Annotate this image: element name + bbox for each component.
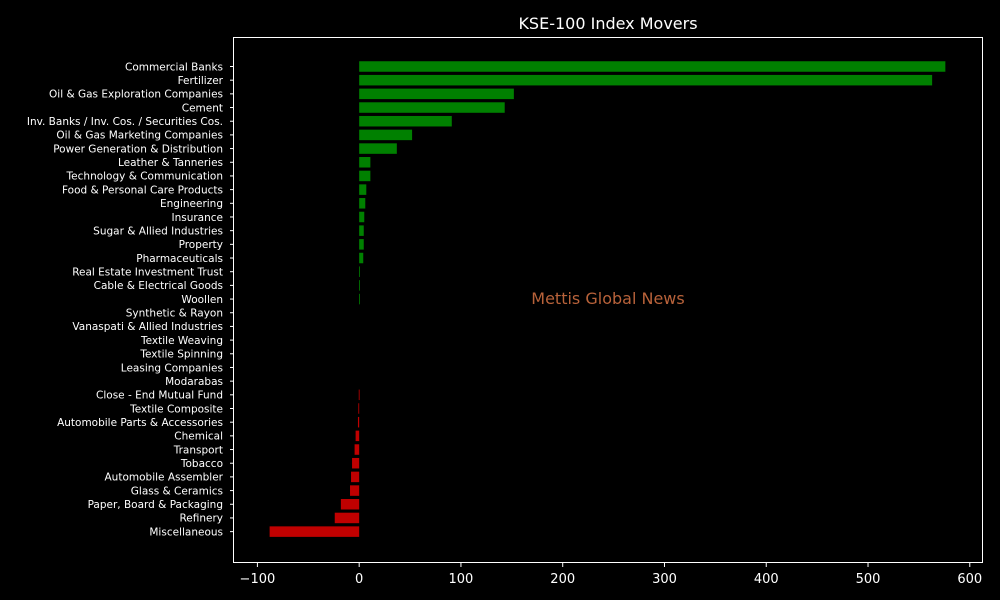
x-tick-label: −100 (240, 572, 276, 587)
bar-woollen (359, 293, 360, 305)
bar-real-estate-investment-trust (359, 266, 360, 277)
bar-pharmaceuticals (359, 252, 364, 264)
y-tick-labels: Commercial Banks Fertilizer Oil & Gas Expl… (27, 61, 234, 538)
bar-insurance (359, 211, 365, 223)
bar-transport (354, 444, 360, 455)
bar-technology-communication (359, 170, 371, 182)
bar-cable-electrical-goods (359, 280, 360, 291)
y-tick-label-real-estate-investment-trust: Real Estate Investment Trust (72, 267, 223, 279)
x-tick-label: 300 (652, 572, 677, 587)
bar-power-generation-distribution (359, 143, 397, 154)
bar-automobile-assembler (351, 471, 360, 483)
y-tick-label-automobile-parts-accessories: Automobile Parts & Accessories (57, 417, 223, 429)
bar-fertilizer (359, 74, 933, 86)
bar-engineering (359, 198, 366, 209)
y-tick-label-fertilizer: Fertilizer (178, 75, 224, 87)
y-tick-label-glass-ceramics: Glass & Ceramics (131, 485, 223, 497)
x-tick-label: 400 (754, 572, 779, 587)
y-tick-label-miscellaneous: Miscellaneous (149, 526, 223, 538)
bars-group (269, 61, 946, 537)
y-tick-label-sugar-allied-industries: Sugar & Allied Industries (93, 225, 223, 237)
y-tick-label-textile-weaving: Textile Weaving (140, 335, 223, 347)
y-tick-label-oil-gas-marketing-companies: Oil & Gas Marketing Companies (56, 130, 223, 142)
y-tick-label-synthetic-rayon: Synthetic & Rayon (126, 308, 223, 320)
x-tick-label: 100 (449, 572, 474, 587)
bar-food-personal-care-products (359, 184, 367, 195)
bar-close-end-mutual-fund (358, 389, 360, 401)
y-tick-label-technology-communication: Technology & Communication (66, 171, 223, 183)
x-tick-label: 600 (957, 572, 982, 587)
y-tick-label-oil-gas-exploration-companies: Oil & Gas Exploration Companies (49, 89, 223, 101)
y-tick-label-food-personal-care-products: Food & Personal Care Products (62, 184, 223, 196)
bar-glass-ceramics (350, 485, 360, 496)
y-tick-label-property: Property (179, 239, 223, 251)
bar-chemical (355, 430, 360, 442)
y-tick-label-leasing-companies: Leasing Companies (121, 362, 223, 374)
y-tick-label-chemical: Chemical (174, 431, 223, 443)
bar-refinery (334, 512, 360, 524)
y-tick-label-engineering: Engineering (160, 198, 223, 210)
y-tick-label-power-generation-distribution: Power Generation & Distribution (53, 143, 223, 155)
bar-oil-gas-marketing-companies (359, 129, 413, 141)
chart-title: KSE-100 Index Movers (518, 14, 697, 33)
x-axis: −100 0 100 200 300 400 500 600 (240, 562, 982, 587)
bar-paper-board-packaging (340, 499, 360, 510)
y-tick-label-vanaspati-allied-industries: Vanaspati & Allied Industries (72, 321, 223, 333)
plot-frame (233, 37, 983, 563)
bar-inv-banks-inv-cos-securities-cos (359, 115, 452, 127)
y-tick-label-insurance: Insurance (171, 212, 223, 224)
bar-property (359, 239, 364, 250)
y-tick-label-tobacco: Tobacco (180, 458, 223, 470)
y-tick-label-pharmaceuticals: Pharmaceuticals (136, 253, 223, 265)
y-tick-label-transport: Transport (173, 444, 223, 456)
bar-miscellaneous (269, 526, 360, 537)
y-tick-label-automobile-assembler: Automobile Assembler (105, 472, 224, 484)
x-tick-label: 200 (550, 572, 575, 587)
y-tick-label-refinery: Refinery (179, 513, 223, 525)
y-tick-label-modarabas: Modarabas (165, 376, 223, 388)
bar-leather-tanneries (359, 157, 371, 168)
y-tick-label-commercial-banks: Commercial Banks (125, 61, 223, 73)
y-tick-label-woollen: Woollen (181, 294, 223, 306)
x-tick-label: 500 (856, 572, 881, 587)
y-tick-label-close-end-mutual-fund: Close - End Mutual Fund (96, 390, 223, 402)
bar-oil-gas-exploration-companies (359, 88, 514, 100)
y-tick-label-textile-composite: Textile Composite (129, 403, 223, 415)
watermark-text: Mettis Global News (531, 289, 684, 308)
bar-textile-composite (358, 403, 360, 414)
x-tick-label: 0 (355, 572, 363, 587)
y-tick-label-cable-electrical-goods: Cable & Electrical Goods (94, 280, 223, 292)
bar-sugar-allied-industries (359, 225, 364, 236)
y-tick-label-paper-board-packaging: Paper, Board & Packaging (88, 499, 223, 511)
bar-cement (359, 102, 505, 113)
y-tick-label-textile-spinning: Textile Spinning (139, 349, 223, 361)
y-tick-label-inv-banks-inv-cos-securities-cos: Inv. Banks / Inv. Cos. / Securities Cos. (27, 116, 223, 128)
bar-commercial-banks (359, 61, 946, 72)
bar-tobacco (352, 457, 360, 469)
y-tick-label-leather-tanneries: Leather & Tanneries (118, 157, 223, 169)
y-tick-label-cement: Cement (182, 102, 223, 114)
bar-automobile-parts-accessories (357, 416, 360, 428)
